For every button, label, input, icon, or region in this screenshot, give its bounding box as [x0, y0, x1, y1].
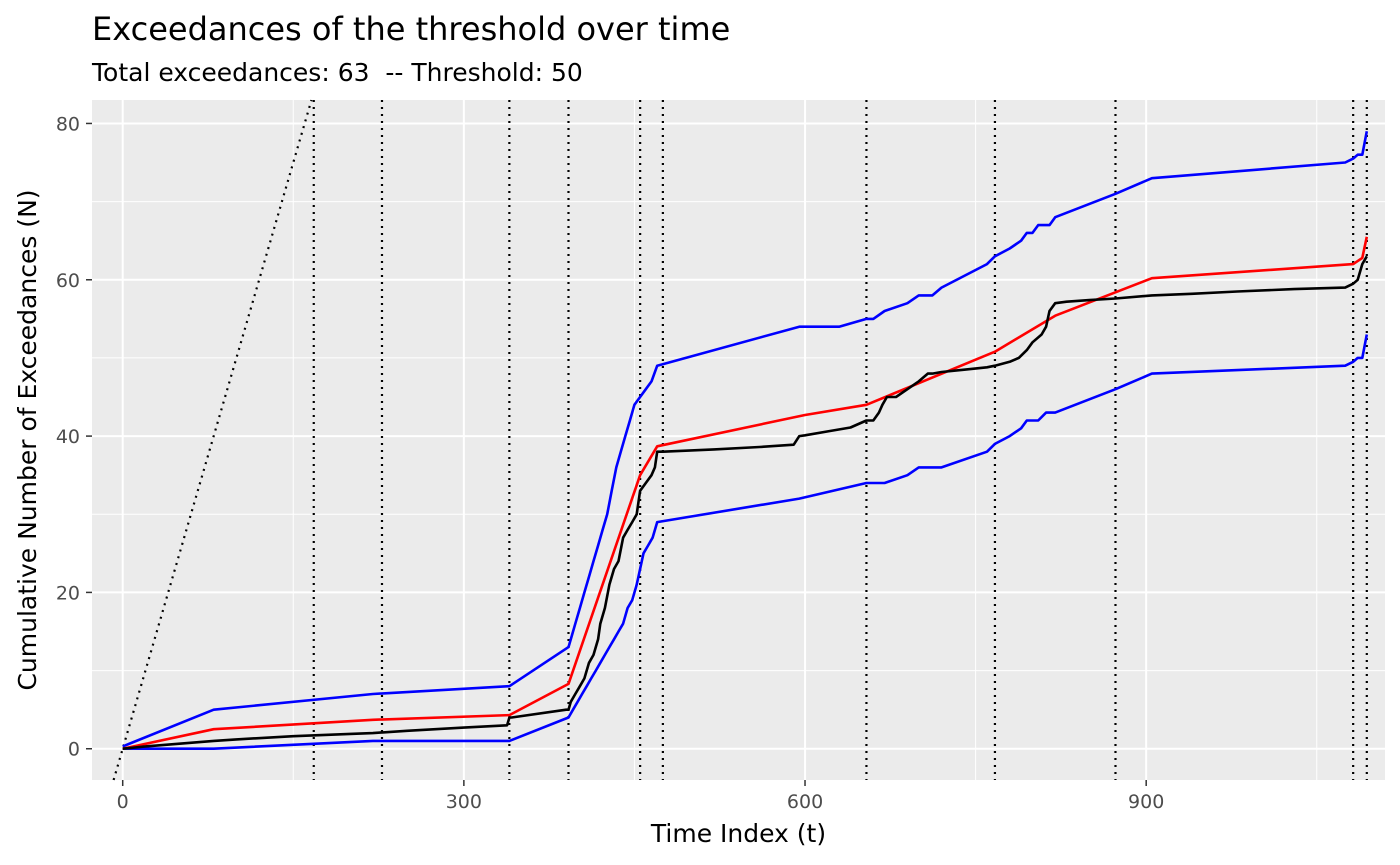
- chart-title: Exceedances of the threshold over time: [92, 10, 731, 48]
- x-tick-label: 600: [787, 791, 823, 813]
- series-lines: [122, 131, 1369, 751]
- major-grid: [92, 100, 1385, 780]
- x-tick-label: 300: [446, 791, 482, 813]
- lower-bound-line: [122, 334, 1369, 751]
- upper-bound-line: [122, 131, 1369, 748]
- minor-grid: [92, 100, 1385, 780]
- y-tick-label: 60: [56, 270, 80, 292]
- y-tick-label: 20: [56, 582, 80, 604]
- x-tick-label: 0: [117, 791, 129, 813]
- y-axis-title: Cumulative Number of Exceedances (N): [13, 189, 42, 690]
- y-tick-label: 80: [56, 113, 80, 135]
- x-tick-label: 900: [1128, 791, 1164, 813]
- threshold-vertical-lines: [312, 100, 1368, 780]
- expected-line: [122, 236, 1369, 750]
- plot-panel: [92, 100, 1385, 780]
- y-tick-label: 0: [68, 739, 80, 761]
- chart-subtitle: Total exceedances: 63 -- Threshold: 50: [92, 58, 583, 87]
- y-tick-label: 40: [56, 426, 80, 448]
- observed-line: [122, 255, 1368, 750]
- x-axis-title: Time Index (t): [650, 819, 826, 848]
- axis-ticks: 0 300 600 900 0 20 40 60 80: [56, 113, 1165, 813]
